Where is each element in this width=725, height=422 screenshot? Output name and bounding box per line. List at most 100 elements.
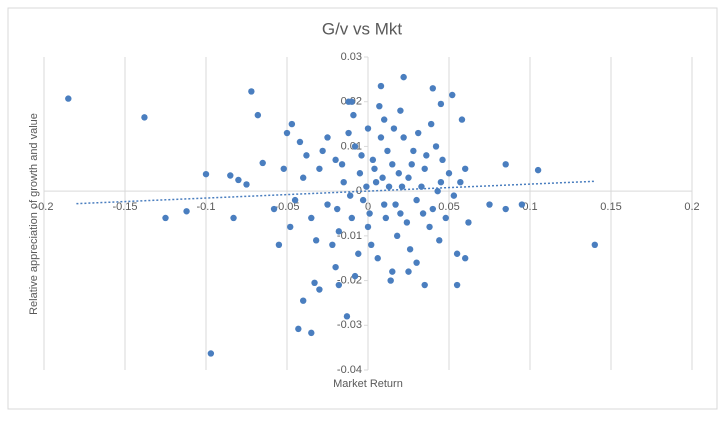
point [280, 165, 287, 172]
point [429, 205, 436, 213]
point [371, 165, 378, 172]
point [449, 91, 456, 99]
point [363, 183, 370, 190]
point [377, 82, 385, 90]
point [308, 329, 315, 337]
point [426, 223, 433, 231]
point [364, 125, 372, 132]
point [65, 95, 72, 102]
point [300, 297, 307, 304]
point [415, 129, 422, 137]
y-tick-label: -0.01 [337, 230, 362, 242]
chart-title: G/v vs Mkt [322, 19, 403, 38]
point [392, 201, 399, 208]
point [397, 107, 404, 114]
point [369, 156, 377, 164]
y-tick-label: 0.03 [341, 51, 362, 63]
point [381, 116, 388, 123]
point [429, 85, 436, 92]
y-axis-label: Relative appreciation of growth and valu… [28, 113, 40, 315]
x-tick-label: 0.05 [438, 201, 459, 213]
point [381, 201, 388, 208]
y-tick-label: -0.04 [337, 364, 362, 376]
point [372, 179, 380, 186]
point [534, 166, 542, 174]
point [332, 263, 339, 271]
point [227, 172, 234, 179]
point [385, 183, 393, 190]
point [389, 161, 396, 168]
y-tick-label: -0.03 [337, 319, 362, 331]
point [254, 111, 262, 119]
point [350, 111, 357, 119]
point [368, 241, 375, 248]
point [502, 161, 509, 168]
x-tick-label: -0.05 [274, 201, 299, 213]
point [335, 281, 343, 289]
point [384, 147, 391, 155]
point [248, 88, 255, 95]
point [439, 156, 446, 164]
point [351, 143, 359, 150]
point [591, 241, 598, 248]
point [405, 174, 412, 181]
point [502, 205, 509, 213]
point [334, 205, 341, 213]
point [356, 170, 364, 177]
point [324, 134, 331, 141]
point [427, 120, 435, 128]
point [358, 152, 365, 159]
point [346, 192, 354, 199]
point [462, 165, 469, 172]
point [345, 129, 352, 137]
point [359, 196, 367, 204]
point [403, 219, 411, 226]
point [303, 152, 310, 159]
point [390, 125, 398, 132]
point [291, 196, 299, 204]
trendline [76, 180, 595, 205]
point [366, 210, 373, 217]
point [437, 179, 445, 186]
chart-border [7, 7, 718, 410]
point [387, 277, 394, 284]
point [379, 174, 386, 181]
point [300, 174, 307, 181]
point [398, 183, 406, 190]
point [311, 279, 318, 287]
point [465, 219, 472, 226]
point [453, 250, 461, 257]
x-tick-label: 0.15 [600, 201, 621, 213]
x-tick-label: -0.2 [35, 201, 54, 213]
point [389, 268, 396, 275]
point [432, 143, 440, 150]
point [486, 201, 493, 208]
point [141, 114, 148, 121]
point [395, 170, 402, 177]
point [338, 161, 346, 168]
point [397, 210, 404, 217]
point [283, 129, 291, 137]
point [437, 100, 445, 108]
point [207, 350, 215, 357]
point [450, 192, 458, 199]
point [518, 201, 526, 208]
point [400, 134, 407, 141]
point [376, 102, 383, 110]
x-tick-label: 0.2 [684, 201, 699, 213]
point [421, 165, 428, 172]
point [408, 161, 415, 168]
point [355, 250, 362, 257]
y-tick-label: 0.01 [341, 140, 362, 152]
point [421, 281, 428, 289]
point [382, 214, 390, 222]
point [462, 255, 469, 262]
point [324, 201, 331, 208]
point [445, 170, 453, 177]
point [259, 159, 266, 167]
point [316, 165, 323, 172]
point [295, 325, 302, 333]
point [453, 281, 461, 289]
point [243, 181, 250, 188]
x-tick-label: -0.15 [112, 201, 137, 213]
